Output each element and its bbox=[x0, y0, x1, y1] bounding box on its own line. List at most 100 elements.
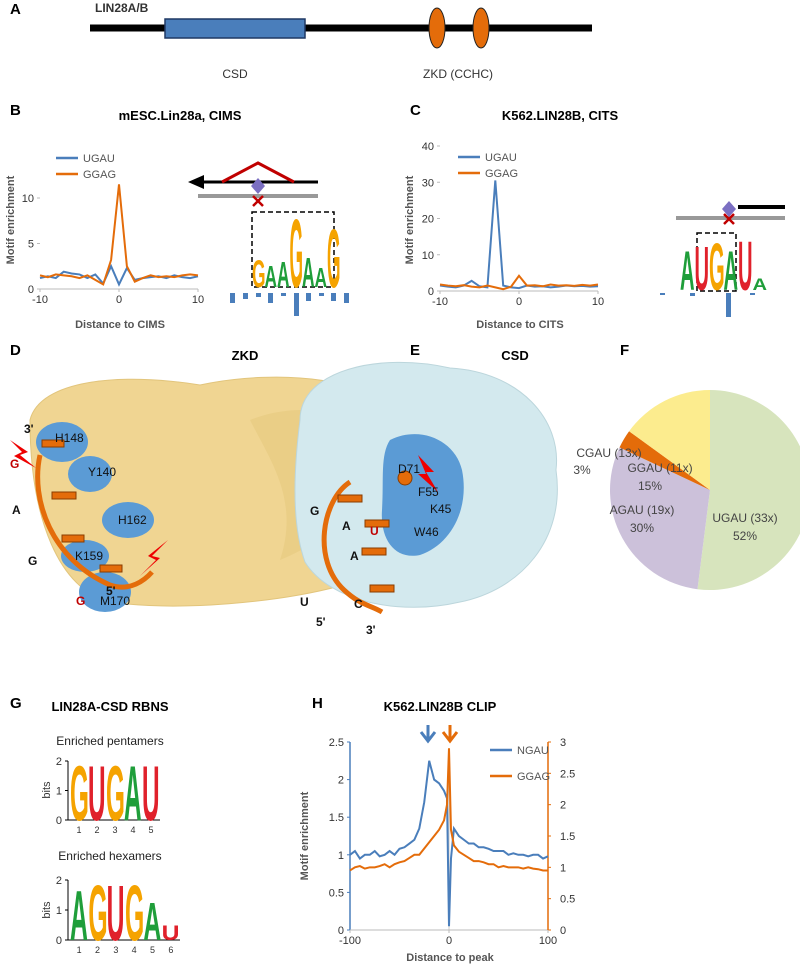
structure-label: H162 bbox=[118, 513, 147, 527]
y-tick-label: 0 bbox=[28, 284, 34, 296]
structure-label: 3' bbox=[366, 623, 376, 637]
y2-tick-label: 0 bbox=[560, 925, 566, 937]
pie-slice bbox=[610, 447, 710, 590]
position-label: 4 bbox=[132, 945, 137, 955]
y-tick-label: 1 bbox=[338, 850, 344, 862]
slice-value: 3% bbox=[573, 463, 591, 477]
y-tick-label: 1 bbox=[56, 905, 62, 917]
panel-label: H bbox=[312, 695, 323, 712]
zinc-knuckle bbox=[472, 7, 490, 49]
legend-label: GGAG bbox=[83, 169, 116, 181]
panel-label: D bbox=[10, 342, 21, 359]
structure-label: K159 bbox=[75, 549, 103, 563]
series-line bbox=[439, 274, 599, 291]
structure-label: G bbox=[76, 594, 85, 608]
structure-label: 3' bbox=[24, 422, 34, 436]
y2-tick-label: 1 bbox=[560, 862, 566, 874]
y-tick-label: 40 bbox=[422, 141, 434, 153]
panel-title: CSD bbox=[501, 348, 528, 363]
logo-letter: G bbox=[290, 199, 304, 308]
logo-letter: A bbox=[724, 239, 739, 301]
binding-residues bbox=[381, 434, 464, 556]
x-tick-label: -10 bbox=[32, 294, 48, 306]
x-axis-label: Distance to CIMS bbox=[75, 319, 165, 331]
y-tick-label: 0.5 bbox=[329, 887, 344, 899]
panel-label: E bbox=[410, 342, 420, 359]
y-tick-label: 1.5 bbox=[329, 812, 344, 824]
logo-letter: G bbox=[70, 751, 89, 837]
y-tick-label: 10 bbox=[422, 250, 434, 262]
crosslink-bolt bbox=[418, 455, 438, 492]
y-tick-label: 0 bbox=[56, 815, 62, 827]
y-tick-label: 0 bbox=[338, 925, 344, 937]
rna-backbone bbox=[321, 479, 384, 615]
structure-label: A bbox=[350, 549, 359, 563]
crosslink-bolt bbox=[140, 540, 168, 576]
structure-label: U bbox=[370, 524, 379, 538]
csd-box bbox=[164, 18, 306, 39]
slice-value: 15% bbox=[638, 479, 662, 493]
pie-slice bbox=[629, 390, 710, 490]
y-tick-label: 2 bbox=[56, 756, 62, 768]
y-tick-label: 2.5 bbox=[329, 737, 344, 749]
position-label: 1 bbox=[77, 945, 82, 955]
logo-bars bbox=[660, 293, 755, 317]
structure-label: U bbox=[300, 595, 309, 609]
position-label: 2 bbox=[94, 825, 99, 835]
logo-letter: A bbox=[315, 262, 328, 293]
position-label: 3 bbox=[112, 825, 117, 835]
protein-name: LIN28A/B bbox=[95, 1, 149, 15]
panel-label: C bbox=[410, 102, 421, 119]
structure-label: W46 bbox=[414, 525, 439, 539]
motif-box bbox=[251, 211, 335, 288]
read-break bbox=[221, 161, 295, 184]
logo-letter: A bbox=[265, 261, 278, 294]
logo-letter: U bbox=[738, 228, 753, 305]
structure-label: G bbox=[28, 554, 37, 568]
logo-letter: A bbox=[753, 275, 768, 294]
y-axis-label: bits bbox=[41, 781, 53, 799]
y-axis-label: Motif enrichment bbox=[404, 175, 416, 264]
logo-letter: U bbox=[88, 751, 106, 837]
chart-title: LIN28A-CSD RBNS bbox=[51, 699, 168, 714]
position-label: 6 bbox=[168, 945, 173, 955]
logo-letter: U bbox=[162, 921, 180, 945]
y2-tick-label: 1.5 bbox=[560, 831, 575, 843]
legend-label: UGAU bbox=[485, 152, 517, 164]
zinc-knuckle bbox=[428, 7, 446, 49]
structure-label: G bbox=[10, 457, 19, 471]
slice-label: UGAU (33x) bbox=[712, 511, 777, 525]
logo-letter: A bbox=[277, 255, 290, 296]
logo-letter: G bbox=[252, 253, 266, 296]
position-label: 1 bbox=[76, 825, 81, 835]
position-label: 5 bbox=[150, 945, 155, 955]
arrowhead bbox=[188, 175, 204, 189]
rna-backbone bbox=[35, 454, 154, 590]
logo-bars bbox=[230, 293, 349, 316]
motif-box bbox=[696, 232, 737, 292]
y-axis-label: bits bbox=[41, 901, 53, 919]
chart-title: mESC.Lin28a, CIMS bbox=[119, 108, 242, 123]
y-axis-label: Motif enrichment bbox=[299, 791, 311, 880]
logo-letter: A bbox=[70, 877, 88, 956]
panel-label: A bbox=[10, 1, 21, 18]
domain-label: CSD bbox=[222, 67, 248, 81]
mutation-mark bbox=[723, 213, 735, 225]
y-tick-label: 2 bbox=[338, 775, 344, 787]
chart-subtitle: Enriched hexamers bbox=[58, 849, 161, 863]
slice-label: AGAU (19x) bbox=[610, 503, 675, 517]
domain-label: ZKD (CCHC) bbox=[423, 67, 493, 81]
y-axis-label: Motif enrichment bbox=[5, 175, 17, 264]
crosslink-site bbox=[722, 201, 736, 217]
peak-arrow bbox=[441, 725, 459, 744]
panel-label: F bbox=[620, 342, 629, 359]
y-tick-label: 10 bbox=[22, 193, 34, 205]
y2-tick-label: 2.5 bbox=[560, 768, 575, 780]
position-label: 5 bbox=[148, 825, 153, 835]
series-line bbox=[349, 760, 549, 927]
structure-label: A bbox=[12, 503, 21, 517]
logo-letter: G bbox=[709, 230, 725, 304]
binding-residues bbox=[36, 422, 154, 612]
x-tick-label: -10 bbox=[432, 296, 448, 308]
